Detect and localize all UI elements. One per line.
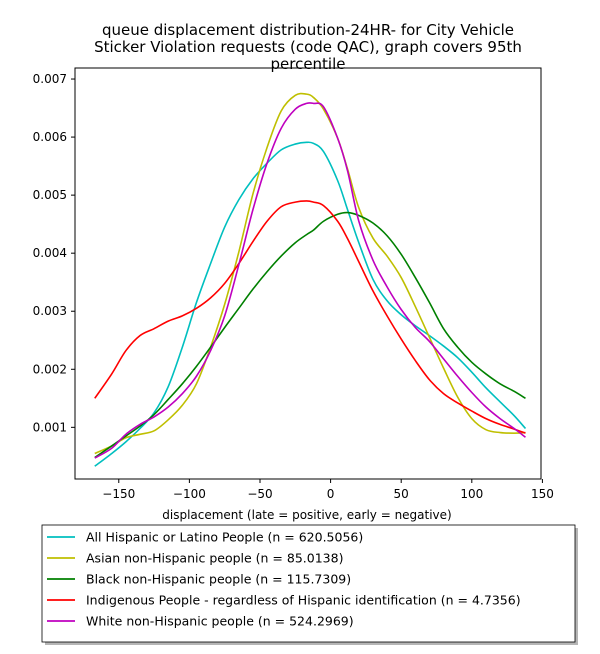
series-line-5: [94, 102, 526, 459]
y-tick-label: 0.003: [33, 304, 67, 318]
title-line: Sticker Violation requests (code QAC), g…: [94, 38, 522, 56]
x-tick-label: −150: [102, 487, 135, 501]
title-line: queue displacement distribution-24HR- fo…: [102, 21, 514, 39]
x-tick-label: −50: [247, 487, 272, 501]
legend-label-4: Indigenous People - regardless of Hispan…: [86, 593, 521, 608]
series-lines: [94, 92, 527, 467]
y-tick-label: 0.002: [33, 362, 67, 376]
series-line-1: [94, 141, 527, 467]
legend-label-3: Black non-Hispanic people (n = 115.7309): [86, 572, 351, 587]
series-line-2: [94, 92, 526, 455]
series-line-3: [94, 211, 526, 459]
legend: All Hispanic or Latino People (n = 620.5…: [41, 524, 578, 645]
x-tick-label: 150: [531, 487, 554, 501]
x-tick-label: −100: [173, 487, 206, 501]
x-axis: −150 −100 −50 0 50 100 150: [102, 479, 554, 501]
x-tick-label: 100: [460, 487, 483, 501]
legend-label-2: Asian non-Hispanic people (n = 85.0138): [86, 551, 343, 566]
y-tick-label: 0.001: [33, 420, 67, 434]
legend-box: [41, 524, 576, 643]
plot-area: [74, 67, 542, 480]
legend-label-1: All Hispanic or Latino People (n = 620.5…: [86, 530, 363, 545]
y-tick-label: 0.006: [33, 130, 67, 144]
chart-title: queue displacement distribution-24HR- fo…: [94, 21, 522, 73]
y-tick-label: 0.004: [33, 246, 67, 260]
series-line-4: [94, 200, 526, 434]
y-tick-label: 0.005: [33, 188, 67, 202]
x-tick-label: 0: [327, 487, 335, 501]
legend-label-5: White non-Hispanic people (n = 524.2969): [86, 614, 354, 629]
x-tick-label: 50: [394, 487, 409, 501]
y-axis: 0.001 0.002 0.003 0.004 0.005 0.006 0.007: [33, 72, 75, 434]
plot-frame: [74, 67, 542, 480]
y-tick-label: 0.007: [33, 72, 67, 86]
title-line: percentile: [270, 55, 345, 73]
x-axis-label: displacement (late = positive, early = n…: [162, 508, 451, 522]
